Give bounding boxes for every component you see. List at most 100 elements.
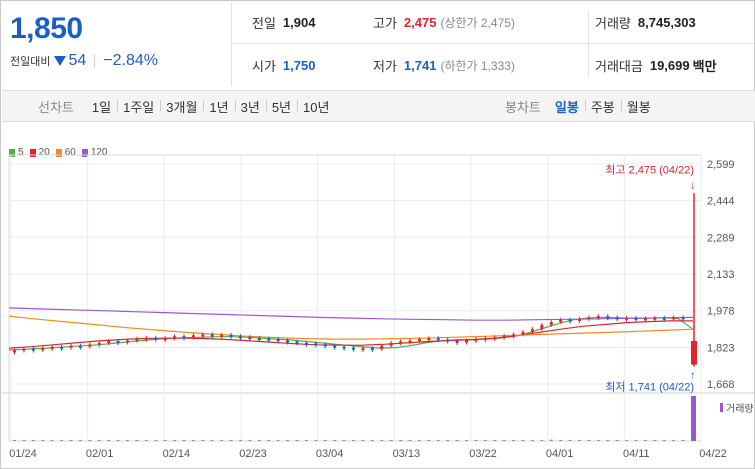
candle bbox=[681, 317, 685, 320]
candle bbox=[427, 338, 431, 341]
x-tick-label: 02/23 bbox=[239, 448, 267, 460]
high-annotation: 최고 2,475 (04/22) bbox=[605, 163, 694, 176]
volume-bar bbox=[436, 440, 440, 441]
candle bbox=[144, 337, 148, 340]
period-3[interactable]: 1년 bbox=[203, 97, 234, 116]
candle bbox=[399, 341, 403, 344]
candle bbox=[173, 336, 177, 339]
candle bbox=[615, 317, 619, 320]
volume-bar bbox=[210, 440, 214, 441]
volume-legend-label: 거래량 bbox=[726, 403, 754, 415]
volume-bar bbox=[559, 440, 563, 441]
volume-bar bbox=[229, 440, 233, 441]
volume-bar bbox=[578, 440, 581, 441]
volume-bar bbox=[304, 440, 308, 441]
candle bbox=[568, 319, 572, 322]
volume-bar bbox=[615, 440, 619, 441]
legend-swatch bbox=[55, 148, 62, 157]
volume-bar bbox=[314, 440, 318, 441]
candle bbox=[446, 339, 450, 342]
candle bbox=[342, 346, 346, 349]
candle bbox=[436, 338, 440, 341]
period-6[interactable]: 10년 bbox=[297, 97, 335, 116]
volume-bar bbox=[107, 440, 111, 441]
x-tick-label: 03/22 bbox=[469, 448, 497, 460]
volume-value: 8,745,303 bbox=[637, 15, 696, 30]
legend-label: 5 bbox=[18, 147, 24, 158]
period-0[interactable]: 1일 bbox=[91, 99, 112, 115]
volume-bar bbox=[182, 440, 186, 441]
period-5[interactable]: 5년 bbox=[265, 97, 297, 116]
volume-bar bbox=[276, 440, 280, 441]
open-price: 시가 1,750 bbox=[252, 56, 315, 75]
candle bbox=[314, 343, 318, 346]
candle bbox=[88, 344, 92, 347]
current-price: 1,850 bbox=[10, 12, 83, 45]
candle bbox=[276, 339, 280, 342]
volume-bar bbox=[352, 440, 355, 441]
volume-bar bbox=[465, 440, 468, 441]
volume-bar bbox=[549, 439, 553, 441]
volume-bar bbox=[417, 440, 421, 441]
candle bbox=[389, 342, 393, 346]
volume-bar bbox=[267, 440, 271, 441]
line-chart-label[interactable]: 선차트 bbox=[38, 99, 74, 115]
legend-ma-5[interactable]: 5 bbox=[9, 147, 24, 158]
candle bbox=[41, 348, 45, 351]
volume-bar bbox=[295, 440, 299, 441]
candle-period-1[interactable]: 주봉 bbox=[584, 97, 621, 116]
change-percent: −2.84% bbox=[103, 52, 158, 69]
prev-close: 전일 1,904 bbox=[252, 13, 315, 32]
candle bbox=[578, 318, 581, 321]
candle-chart-label[interactable]: 봉차트 bbox=[505, 99, 541, 115]
legend-label: 60 bbox=[64, 147, 76, 158]
candle bbox=[229, 334, 233, 337]
candle bbox=[126, 340, 129, 343]
legend-ma-60[interactable]: 60 bbox=[55, 147, 76, 158]
period-2[interactable]: 3개월 bbox=[160, 97, 203, 116]
volume-bar bbox=[78, 440, 82, 441]
period-list: 1일 1주일 3개월 1년 3년 5년 10년 bbox=[86, 97, 336, 116]
volume-bar bbox=[662, 440, 666, 441]
candle bbox=[521, 332, 525, 335]
candle bbox=[154, 337, 158, 340]
candle bbox=[78, 345, 82, 348]
candle-period-list: 일봉 주봉 월봉 bbox=[549, 97, 657, 116]
upper-limit: (상한가 2,475) bbox=[440, 16, 515, 30]
candle bbox=[13, 350, 16, 353]
x-tick-label: 04/22 bbox=[699, 448, 727, 460]
volume-bar bbox=[286, 440, 290, 441]
period-1[interactable]: 1주일 bbox=[117, 97, 160, 116]
legend-label: 20 bbox=[38, 147, 50, 158]
candle-period-2[interactable]: 월봉 bbox=[620, 97, 657, 116]
volume-bar bbox=[342, 440, 346, 441]
y-tick-label: 1,978 bbox=[707, 306, 735, 318]
volume-bar bbox=[625, 440, 629, 441]
quote-row-1: 전일 1,904 고가 2,475 (상한가 2,475) 거래량 8,745,… bbox=[233, 2, 754, 44]
candle bbox=[662, 317, 666, 320]
legend-ma-20[interactable]: 20 bbox=[29, 147, 50, 158]
down-arrow-icon bbox=[54, 56, 67, 66]
volume-bar bbox=[521, 440, 525, 441]
candle bbox=[596, 316, 600, 319]
candle-period-0[interactable]: 일봉 bbox=[554, 99, 579, 115]
low-value: 1,741 bbox=[403, 57, 437, 73]
legend-ma-120[interactable]: 120 bbox=[81, 147, 108, 158]
candle bbox=[257, 338, 261, 341]
candle bbox=[31, 348, 35, 351]
volume-bar bbox=[596, 440, 600, 441]
x-tick-label: 04/11 bbox=[623, 448, 650, 460]
y-tick-label: 2,599 bbox=[707, 159, 735, 171]
candle bbox=[352, 347, 355, 350]
high-arrow-icon: ↓ bbox=[690, 179, 696, 191]
x-tick-label: 02/01 bbox=[86, 448, 114, 460]
candle bbox=[587, 317, 591, 320]
volume-bar bbox=[22, 440, 26, 441]
x-tick-label: 03/04 bbox=[316, 448, 344, 460]
candle bbox=[323, 344, 327, 347]
candle bbox=[474, 339, 478, 342]
candle bbox=[107, 340, 111, 343]
volume-bar bbox=[126, 440, 129, 441]
volume-bar bbox=[530, 440, 534, 441]
period-4[interactable]: 3년 bbox=[234, 97, 266, 116]
